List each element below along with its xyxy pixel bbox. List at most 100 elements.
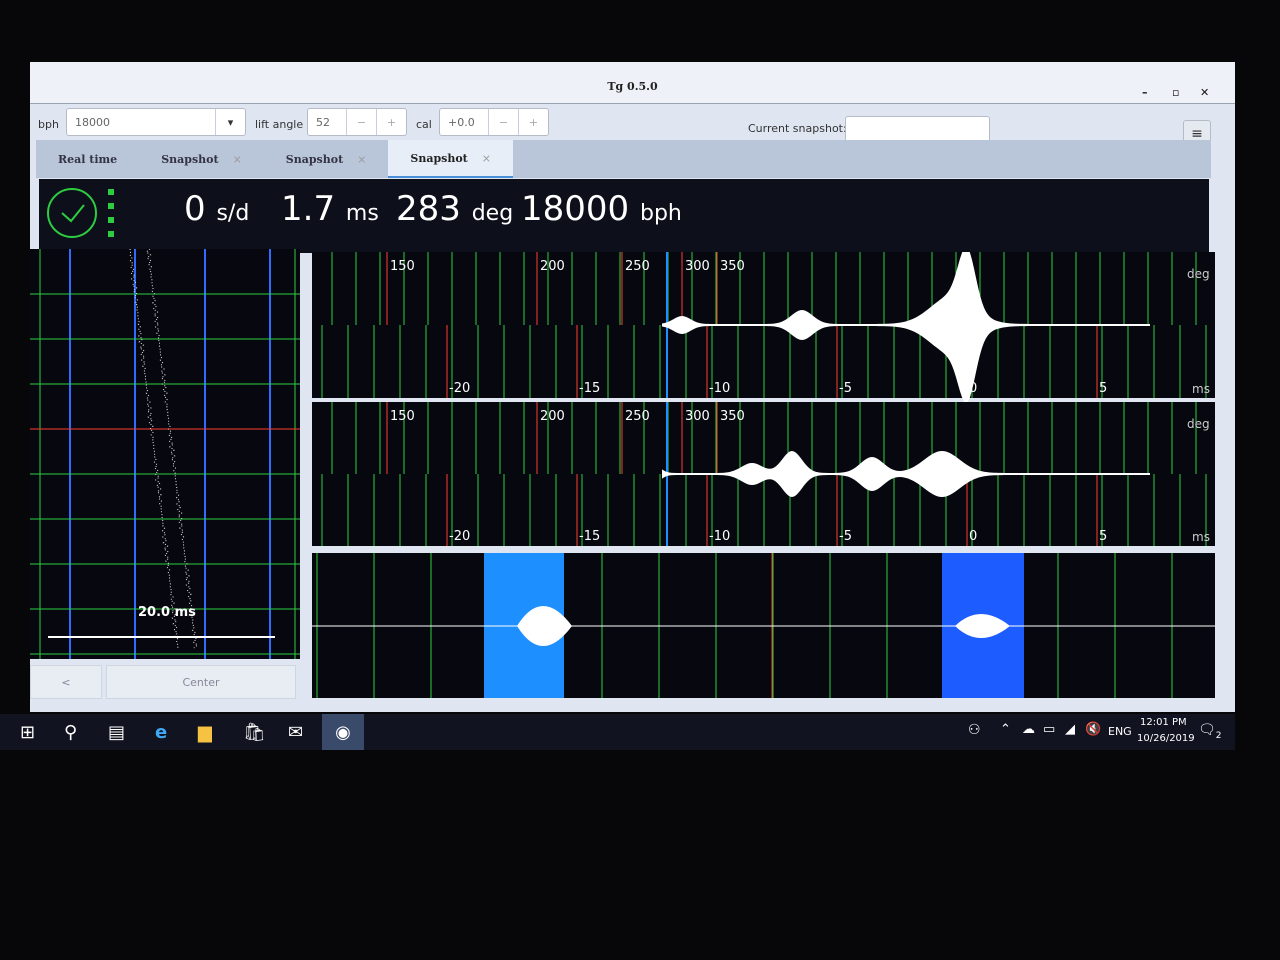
lift-minus-button[interactable]: − [346,109,376,135]
scale-label: 20.0 ms [138,605,196,620]
deg-tick-label: 150 [390,409,415,424]
file-explorer-icon[interactable]: ▆ [198,722,212,743]
paperstrip-view[interactable]: 20.0 ms [30,248,300,659]
windows-start-icon[interactable]: ⊞ [20,722,36,743]
bph-readout-unit: bph [639,201,682,226]
cal-value[interactable]: +0.0 [448,115,475,129]
task-view-icon[interactable]: ▤ [108,722,126,743]
ms-tick-label: -5 [839,529,852,544]
maximize-button[interactable]: ▫ [1172,86,1180,99]
deg-tick-label: 350 [720,409,745,424]
waveform [662,450,1150,498]
cal-spinner[interactable]: +0.0− + [439,108,549,136]
deg-tick-label: 200 [540,259,565,274]
deg-tick-label: 300 [685,259,710,274]
ms-tick-label: -20 [449,381,470,396]
onedrive-icon[interactable]: ☁ [1022,722,1035,737]
bph-readout-value: 18000 [521,189,630,229]
deg-tick-label: 250 [625,409,650,424]
lift-angle-label: lift angle [255,118,304,131]
close-tab-icon[interactable]: × [232,152,242,166]
edge-icon[interactable]: e [155,722,168,743]
trace-line [129,248,179,649]
deg-tick-label: 350 [720,259,745,274]
mail-icon[interactable]: ✉ [288,722,304,743]
amplitude-unit: deg [471,201,514,226]
center-button[interactable]: Center [106,665,296,699]
clock-icon [47,188,114,238]
store-icon[interactable]: 🛍 [243,722,266,743]
tab-label: Snapshot [285,152,344,166]
language-indicator[interactable]: ENG [1108,725,1132,738]
lift-angle-value[interactable]: 52 [316,115,330,129]
deg-tick-label: 250 [625,259,650,274]
tab-label: Snapshot [410,151,468,165]
ms-tick-label: -10 [709,529,730,544]
chevron-up-icon[interactable]: ⌃ [1000,722,1011,737]
title-bar: Tg 0.5.0 – ▫ ✕ [30,62,1235,104]
cal-label: cal [416,118,432,131]
tab-snapshot-2[interactable]: Snapshot × [264,140,389,178]
volume-muted-icon[interactable]: 🔇 [1085,722,1102,737]
cal-plus-button[interactable]: + [518,109,548,135]
lift-plus-button[interactable]: + [376,109,406,135]
deg-tick-label: 200 [540,409,565,424]
back-button[interactable]: < [30,665,102,699]
rate-readout: 0 s/d [184,189,249,229]
people-icon[interactable]: ⚇ [968,722,981,738]
amplitude-readout: 283 deg [396,189,513,229]
waveform [662,252,1150,404]
notifications-icon[interactable]: 🗨2 [1198,722,1222,741]
close-tab-icon[interactable]: × [357,152,367,166]
ms-tick-label: 5 [1099,381,1107,396]
current-snapshot-label: Current snapshot: [748,122,847,135]
amplitude-value: 283 [396,189,461,229]
rate-unit: s/d [216,201,250,226]
tab-bar: Real time Snapshot × Snapshot × Snapshot × [36,140,1211,178]
ms-tick-label: -15 [579,529,600,544]
ms-tick-label: 0 [969,529,977,544]
beat-error-readout: 1.7 ms [281,189,379,229]
ms-unit: ms [1192,530,1210,544]
ms-tick-label: -5 [839,381,852,396]
cal-minus-button[interactable]: − [488,109,518,135]
ms-tick-label: -10 [709,381,730,396]
deg-unit: deg [1187,267,1210,281]
minimize-button[interactable]: – [1142,86,1148,99]
tab-snapshot-3[interactable]: Snapshot × [388,140,513,178]
wifi-icon[interactable]: ◢ [1065,722,1075,737]
bph-select[interactable]: 18000 ▾ [66,108,246,136]
chevron-down-icon[interactable]: ▾ [215,109,245,135]
beat-error-unit: ms [345,201,379,226]
trace-line [145,248,199,649]
deg-tick-label: 300 [685,409,710,424]
lift-angle-spinner[interactable]: 52 − + [307,108,407,136]
tg-app-icon[interactable]: ◉ [322,714,364,750]
taskbar: ⊞ ⚲ ▤ e ▆ 🛍 ✉ ◉ ⚇ ⌃ ☁ ▭ ◢ 🔇 ENG 12:01 PM… [0,714,1235,750]
bph-readout: 18000 bph [521,189,682,229]
ms-tick-label: 0 [969,381,977,396]
ms-tick-label: 5 [1099,529,1107,544]
deg-tick-label: 150 [390,259,415,274]
ms-tick-label: -15 [579,381,600,396]
status-bar: 0 s/d 1.7 ms 283 deg 18000 bph [39,179,1209,253]
notification-count: 2 [1215,730,1222,741]
tab-label: Snapshot [161,152,219,166]
close-button[interactable]: ✕ [1200,86,1210,99]
battery-icon[interactable]: ▭ [1043,722,1056,737]
app-window: Tg 0.5.0 – ▫ ✕ bph 18000 ▾ lift angle 52 −… [30,62,1235,712]
ms-unit: ms [1192,382,1210,396]
clock-time[interactable]: 12:01 PM [1140,717,1187,728]
clock-date[interactable]: 10/26/2019 [1137,733,1195,744]
deg-unit: deg [1187,417,1210,431]
tab-real-time[interactable]: Real time [36,140,139,178]
tab-snapshot-1[interactable]: Snapshot × [139,140,264,178]
close-tab-icon[interactable]: × [481,151,491,165]
window-title: Tg 0.5.0 [607,80,658,93]
toolbar: bph 18000 ▾ lift angle 52− + cal +0.0− + Cu… [30,104,1235,148]
search-icon[interactable]: ⚲ [64,722,78,743]
bph-label: bph [38,118,59,131]
waveform-plots: 150 200 250 300 350 -20 -15 -10 -5 0 5 deg ms 150 200 2… [312,252,1215,698]
bph-value: 18000 [75,115,110,129]
tab-label: Real time [58,152,118,166]
